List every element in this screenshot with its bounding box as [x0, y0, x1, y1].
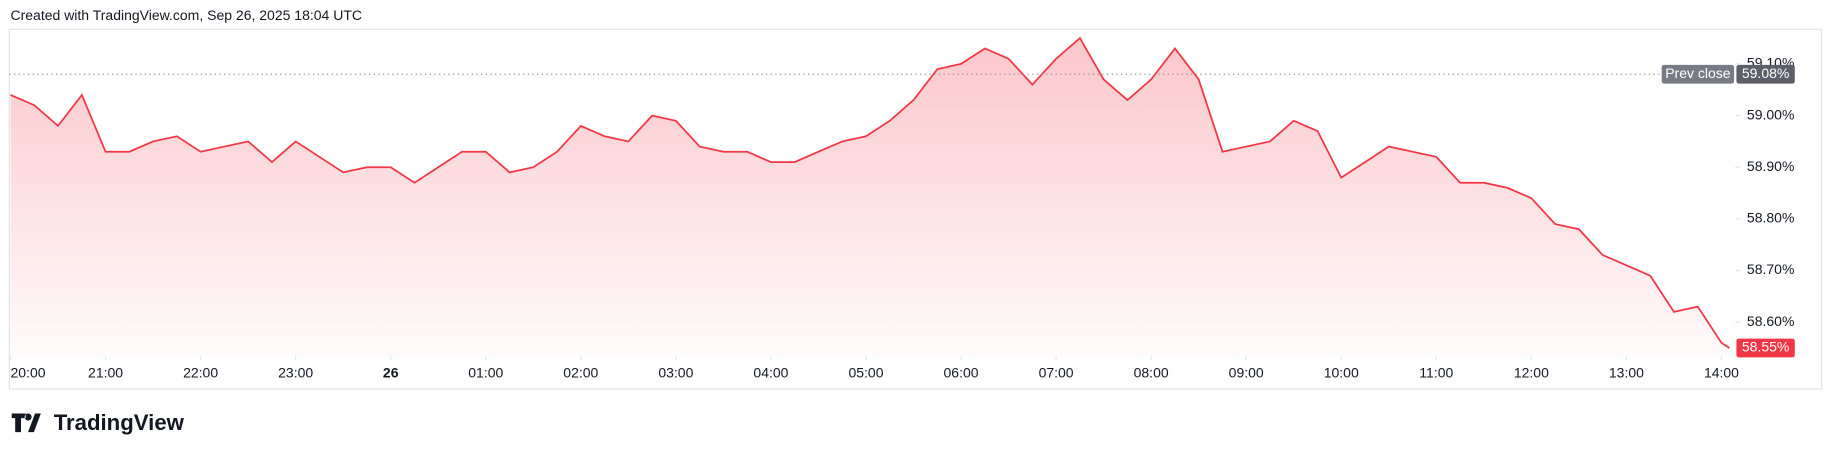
- x-tick-label: 07:00: [1039, 365, 1074, 381]
- x-tick-label: 06:00: [944, 365, 979, 381]
- prev-close-value-badge: [1736, 64, 1795, 84]
- logo-text: TradingView: [54, 410, 185, 435]
- x-tick-label: 20:00: [11, 365, 46, 381]
- x-tick-label: 22:00: [183, 365, 218, 381]
- x-tick-label: 11:00: [1419, 365, 1453, 381]
- x-tick-label: 23:00: [278, 365, 313, 381]
- x-tick-label: 12:00: [1514, 365, 1549, 381]
- x-tick-label: 08:00: [1134, 365, 1169, 381]
- x-tick-label: 01:00: [468, 365, 503, 381]
- x-tick-label: 26: [383, 365, 399, 381]
- prev-close-label: Prev close: [1665, 65, 1731, 81]
- header-text: Created with TradingView.com, Sep 26, 20…: [11, 7, 363, 23]
- x-tick-label: 02:00: [563, 365, 598, 381]
- logo-icon: [11, 413, 41, 433]
- price-line: [10, 36, 1730, 349]
- chart-frame: [8, 28, 1823, 390]
- last-price-label: 58.55%: [1742, 339, 1789, 355]
- x-tick-label: 10:00: [1324, 365, 1359, 381]
- y-tick-label: 58.70%: [1747, 261, 1794, 277]
- x-tick-label: 09:00: [1229, 365, 1264, 381]
- x-tick-label: 03:00: [658, 365, 693, 381]
- x-tick-label: 04:00: [753, 365, 788, 381]
- last-price-badge: [1736, 338, 1795, 358]
- prev-close-badge: [1661, 64, 1735, 84]
- logo: TradingView: [11, 410, 185, 435]
- y-tick-label: 58.80%: [1747, 210, 1794, 226]
- x-tick-label: 05:00: [848, 365, 883, 381]
- x-tick-label: 13:00: [1609, 365, 1644, 381]
- x-tick-label: 21:00: [88, 365, 123, 381]
- y-tick-label: 58.90%: [1747, 158, 1794, 174]
- area-fill: [10, 38, 1730, 357]
- y-tick-label: 58.60%: [1747, 313, 1794, 329]
- prev-close-value: 59.08%: [1742, 65, 1789, 81]
- x-tick-label: 14:00: [1704, 365, 1739, 381]
- y-tick-label: 59.00%: [1747, 106, 1794, 122]
